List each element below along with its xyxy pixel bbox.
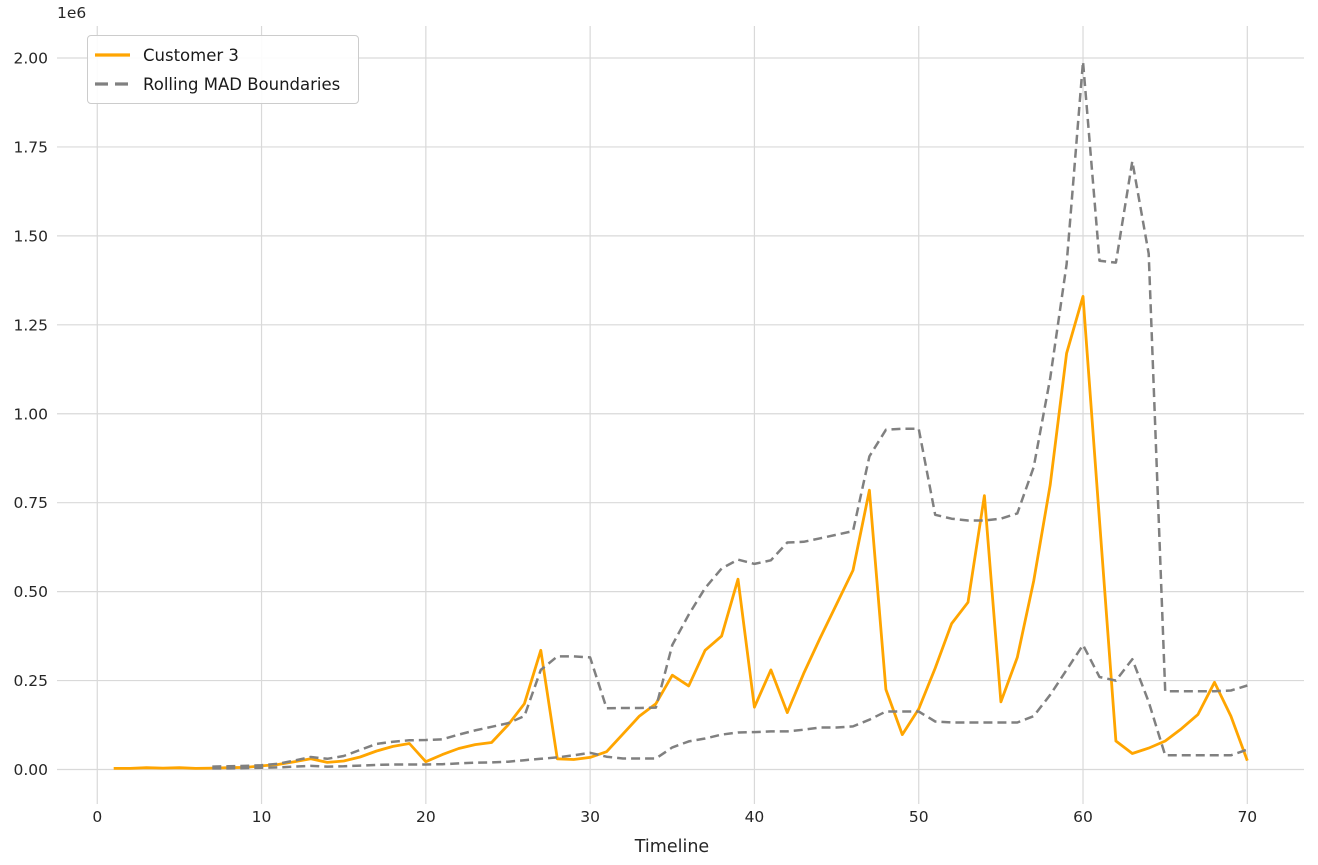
y-tick-label: 0.25: [13, 672, 48, 690]
y-tick-label: 0.75: [13, 494, 48, 512]
y-tick-label: 2.00: [13, 50, 48, 68]
legend-item-rolling-mad-boundaries: Rolling MAD Boundaries: [94, 72, 348, 96]
x-tick-label: 50: [909, 808, 929, 826]
series-customer-3: [113, 295, 1249, 770]
y-tick-label: 1.25: [13, 316, 48, 334]
x-tick-label: 60: [1073, 808, 1093, 826]
y-tick-label: 0.50: [13, 583, 48, 601]
y-tick-label: 0.00: [13, 761, 48, 779]
x-tick-label: 20: [416, 808, 436, 826]
legend-label: Customer 3: [143, 45, 239, 65]
y-tick-label: 1.00: [13, 405, 48, 423]
x-axis-title: Timeline: [634, 837, 709, 857]
series-rolling-mad-lower-boundary: [212, 643, 1248, 770]
legend-line-sample-solid: [95, 53, 130, 57]
legend-line-sample-dashed: [95, 82, 130, 86]
x-tick-label: 10: [252, 808, 272, 826]
legend-item-customer-3: Customer 3: [94, 43, 348, 67]
grid-layer: [57, 26, 1304, 804]
series-rolling-mad-upper-boundary: [212, 60, 1248, 768]
y-tick-label: 1.50: [13, 227, 48, 245]
x-tick-label: 30: [580, 808, 600, 826]
x-tick-label: 40: [745, 808, 765, 826]
x-tick-label: 0: [92, 808, 102, 826]
series-layer: [113, 60, 1249, 770]
legend: Customer 3 Rolling MAD Boundaries: [87, 35, 359, 104]
y-tick-label: 1.75: [13, 138, 48, 156]
x-tick-label: 70: [1237, 808, 1257, 826]
tick-layer: 0 10 20 30 40 50 60 70 0.00 0.25 0.50 0.75 1.00 1.25 1…: [13, 50, 1257, 826]
legend-label: Rolling MAD Boundaries: [143, 74, 341, 94]
y-axis-offset-label: 1e6: [57, 4, 86, 22]
